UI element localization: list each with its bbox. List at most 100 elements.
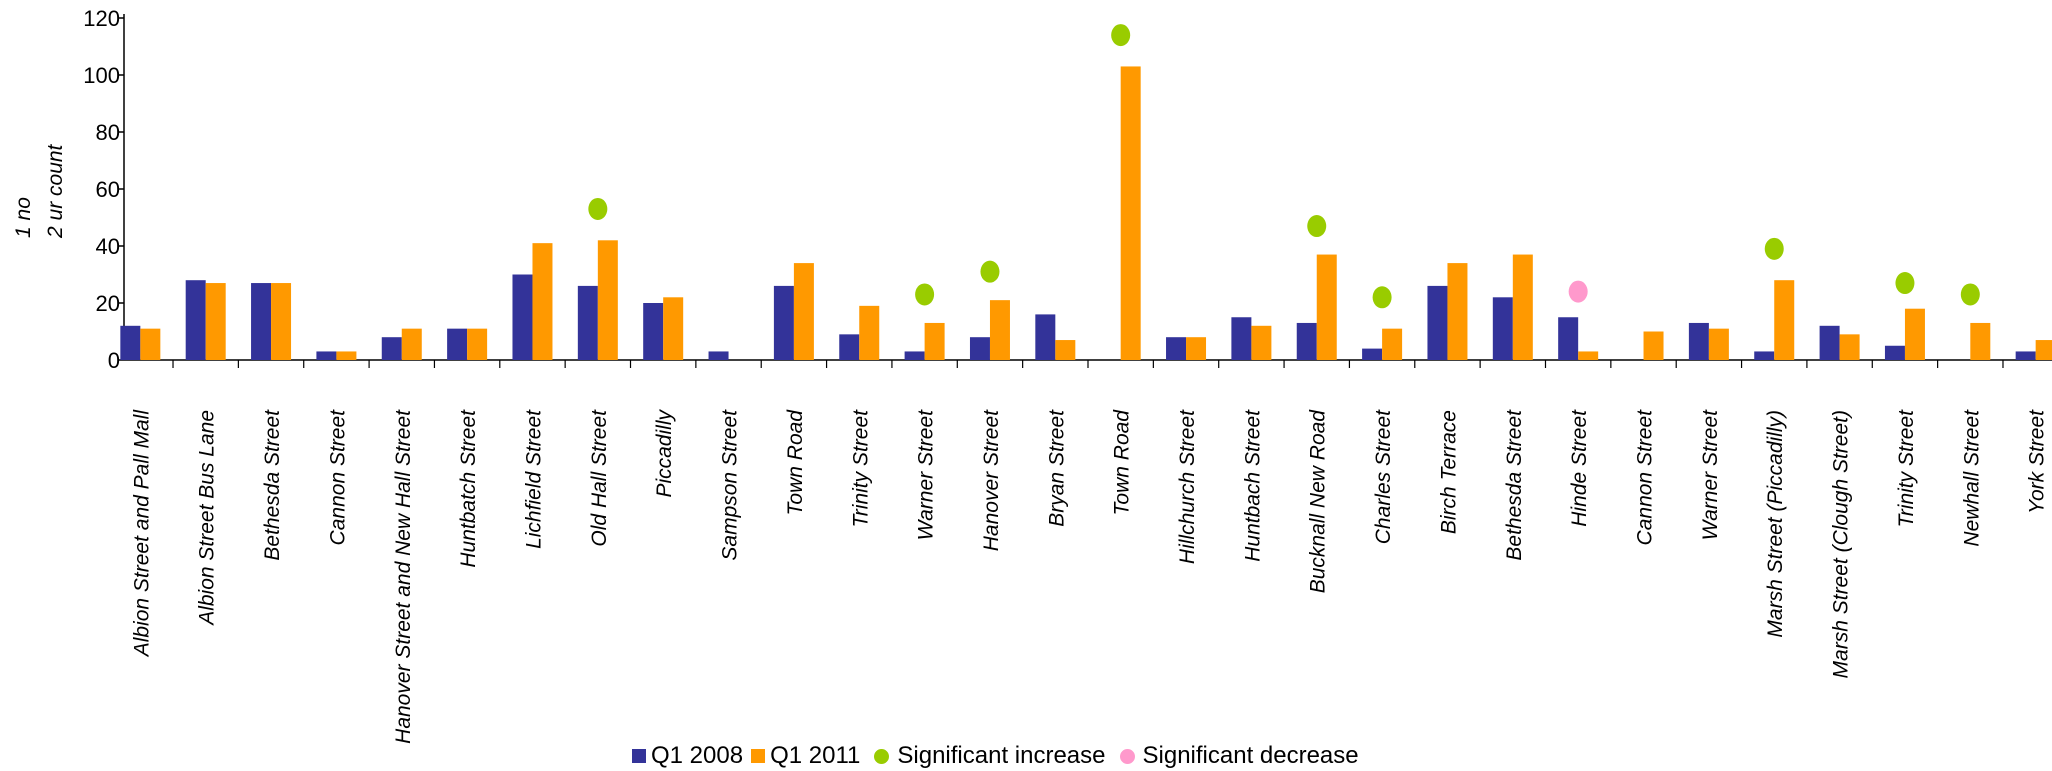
bar-q1-2011-bucknall-new-road	[1316, 254, 1337, 360]
bar-q1-2011-hanover-street-and-new-hall-street	[401, 328, 422, 360]
significant-increase-marker	[1372, 286, 1392, 309]
bar-q1-2011-huntbach-street	[1251, 325, 1272, 360]
significant-increase-marker	[1111, 24, 1131, 47]
legend-swatch-q1-2008	[632, 749, 646, 763]
bar-q1-2011-hinde-street	[1578, 351, 1599, 360]
category-label-albion-street-and-pall-mall: Albion Street and Pall Mall	[130, 409, 153, 659]
bar-q1-2008-albion-street-bus-lane	[185, 280, 206, 360]
bar-q1-2011-newhall-street	[1970, 322, 1991, 360]
category-label-marsh-street-piccadilly: Marsh Street (Piccadilly)	[1764, 410, 1787, 638]
category-label-bryan-street: Bryan Street	[1045, 409, 1068, 527]
significant-increase-marker	[1960, 283, 1980, 306]
category-label-cannon-street: Cannon Street	[326, 409, 349, 546]
bar-q1-2008-marsh-street-piccadilly	[1754, 351, 1775, 360]
category-label-piccadilly: Piccadilly	[653, 409, 676, 498]
category-label-trinity-street: Trinity Street	[1895, 409, 1918, 528]
bar-q1-2008-piccadilly	[643, 303, 664, 360]
bar-q1-2008-hanover-street-and-new-hall-street	[381, 337, 402, 360]
bar-q1-2008-lichfield-street	[512, 274, 533, 360]
y-tick-label: 100	[83, 63, 120, 88]
category-label-cannon-street: Cannon Street	[1634, 409, 1657, 546]
y-axis-label-line: 2 ur count	[44, 143, 67, 239]
bar-q1-2008-hanover-street	[969, 337, 990, 360]
legend-label-q1-2008: Q1 2008	[651, 742, 744, 769]
significant-increase-marker	[915, 283, 935, 306]
bar-q1-2011-huntbatch-street	[467, 328, 488, 360]
bar-q1-2011-albion-street-and-pall-mall	[140, 328, 161, 360]
category-label-trinity-street: Trinity Street	[849, 409, 872, 528]
significance-markers	[588, 24, 1980, 309]
bar-q1-2008-hinde-street	[1558, 317, 1579, 360]
bar-q1-2011-old-hall-street	[597, 240, 618, 360]
category-label-charles-street: Charles Street	[1372, 409, 1395, 544]
significant-increase-marker	[588, 197, 608, 220]
bar-q1-2008-hillchurch-street	[1166, 337, 1187, 360]
category-label-hanover-street: Hanover Street	[980, 409, 1003, 551]
bar-q1-2011-york-street	[2035, 340, 2052, 360]
category-label-birch-terrace: Birch Terrace	[1437, 410, 1460, 534]
y-axis-label-line: 1 no	[12, 197, 35, 238]
bar-q1-2011-marsh-street-clough-street	[1839, 334, 1860, 360]
category-label-huntbatch-street: Huntbatch Street	[457, 409, 480, 568]
legend-item-significant-increase: Significant increase	[868, 742, 1106, 770]
legend-item-q1-2008: Q1 2008	[632, 742, 743, 770]
legend-label-significant-increase: Significant increase	[897, 742, 1106, 769]
bars	[120, 66, 2052, 360]
bar-q1-2008-town-road	[773, 285, 794, 360]
bar-q1-2008-marsh-street-clough-street	[1819, 325, 1840, 360]
category-label-town-road: Town Road	[784, 409, 807, 516]
y-tick-label: 60	[96, 177, 120, 202]
bar-q1-2008-cannon-street	[316, 351, 337, 360]
bar-q1-2011-hillchurch-street	[1186, 337, 1207, 360]
bar-q1-2008-trinity-street	[1884, 345, 1905, 360]
y-tick-label: 0	[108, 348, 120, 373]
category-label-marsh-street-clough-street: Marsh Street (Clough Street)	[1830, 410, 1853, 678]
bar-q1-2008-bucknall-new-road	[1296, 322, 1317, 360]
bar-q1-2008-sampson-street	[708, 351, 729, 360]
bar-q1-2008-huntbach-street	[1231, 317, 1252, 360]
category-label-sampson-street: Sampson Street	[719, 409, 742, 561]
bar-q1-2011-marsh-street-piccadilly	[1774, 280, 1795, 360]
legend-label-significant-decrease: Significant decrease	[1142, 742, 1359, 769]
bar-q1-2011-warner-street	[1708, 328, 1729, 360]
legend-item-q1-2011: Q1 2011	[751, 742, 860, 770]
legend-swatch-q1-2011	[751, 749, 766, 763]
category-label-warner-street: Warner Street	[915, 409, 938, 540]
bar-q1-2008-huntbatch-street	[447, 328, 468, 360]
significant-increase-marker	[1764, 237, 1784, 260]
bar-q1-2008-bethesda-street	[251, 283, 272, 360]
y-tick-label: 40	[96, 234, 120, 259]
y-axis-label: 1 no 2 ur count	[12, 143, 67, 239]
category-label-bethesda-street: Bethesda Street	[261, 409, 284, 561]
bar-q1-2011-trinity-street	[1904, 308, 1925, 360]
category-labels: Albion Street and Pall Mall Albion Street…	[130, 409, 2048, 744]
bar-q1-2011-bethesda-street	[1512, 254, 1533, 360]
category-label-hillchurch-street: Hillchurch Street	[1176, 409, 1199, 564]
category-label-old-hall-street: Old Hall Street	[588, 409, 611, 547]
bar-q1-2011-hanover-street	[989, 300, 1010, 360]
category-label-huntbach-street: Huntbach Street	[1241, 409, 1264, 562]
bar-q1-2011-birch-terrace	[1447, 263, 1468, 360]
category-label-york-street: York Street	[2026, 409, 2049, 514]
bar-q1-2008-trinity-street	[839, 334, 860, 360]
legend: Q1 2008 Q1 2011 Significant increase Sig…	[632, 742, 1367, 770]
legend-swatch-significant-increase	[874, 748, 890, 764]
bar-q1-2011-charles-street	[1382, 328, 1403, 360]
legend-swatch-significant-decrease	[1119, 748, 1135, 764]
category-label-albion-street-bus-lane: Albion Street Bus Lane	[196, 410, 219, 627]
y-tick-label: 80	[96, 120, 120, 145]
bar-q1-2008-york-street	[2015, 351, 2036, 360]
category-label-hanover-street-and-new-hall-street: Hanover Street and New Hall Street	[392, 409, 415, 744]
bar-q1-2008-birch-terrace	[1427, 285, 1448, 360]
category-label-newhall-street: Newhall Street	[1960, 409, 1983, 547]
category-label-hinde-street: Hinde Street	[1568, 409, 1591, 527]
significant-increase-marker	[980, 260, 1000, 283]
bar-q1-2011-piccadilly	[663, 297, 684, 360]
bar-q1-2008-albion-street-and-pall-mall	[120, 325, 141, 360]
category-label-warner-street: Warner Street	[1699, 409, 1722, 540]
legend-label-q1-2011: Q1 2011	[770, 742, 861, 769]
bar-q1-2011-warner-street	[924, 322, 945, 360]
category-label-lichfield-street: Lichfield Street	[522, 409, 545, 549]
bar-q1-2011-albion-street-bus-lane	[205, 283, 226, 360]
